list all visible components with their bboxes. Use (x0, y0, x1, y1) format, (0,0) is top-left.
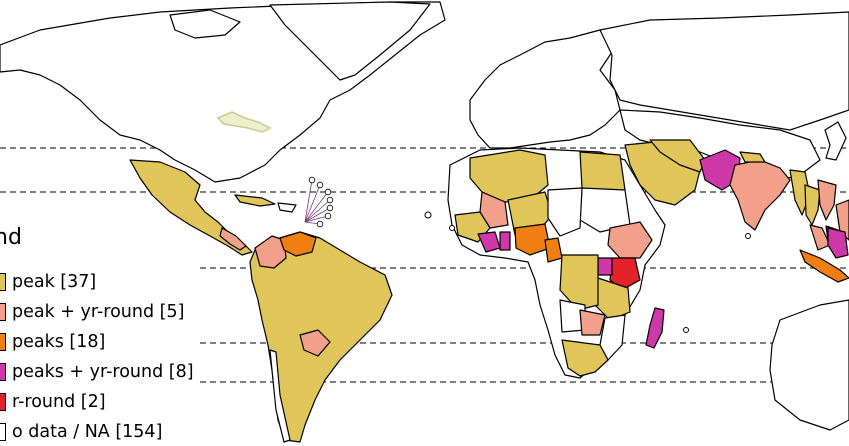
australia (769, 299, 849, 431)
legend-swatch-yr-round (0, 393, 6, 411)
southern-africa (561, 339, 609, 377)
indian-ocean-island-1 (683, 327, 689, 333)
legend-label-two-peaks: peaks [18] (12, 332, 106, 352)
cape-verde-island (449, 225, 455, 231)
legend-label-one-peak-yr-round: peak + yr-round [5] (12, 302, 185, 322)
colombia (254, 235, 287, 269)
hispaniola (277, 202, 297, 213)
lesser-antilles-callouts (304, 176, 334, 228)
paraguay (299, 329, 331, 357)
legend-swatch-two-peaks (0, 333, 6, 351)
chad (547, 187, 583, 237)
central-america-pink (219, 227, 247, 251)
legend-label-two-peaks-yr-round: peaks + yr-round [8] (12, 362, 194, 382)
nigeria (514, 223, 551, 256)
legend-swatch-one-peak (0, 273, 6, 291)
legend-item-two-peaks-yr-round: peaks + yr-round [8] (0, 362, 194, 382)
legend-item-no-data: o data / NA [154] (0, 422, 162, 442)
legend-swatch-no-data (0, 423, 6, 441)
legend-swatch-two-peaks-yr-round (0, 363, 6, 381)
legend-title: nd (0, 225, 22, 250)
philippines (835, 199, 849, 241)
caribbean-islands (234, 194, 276, 207)
uganda (597, 257, 613, 276)
vietnam-laos (817, 179, 837, 221)
zambia (579, 309, 606, 336)
india (729, 159, 791, 231)
mauritania (479, 191, 509, 229)
europe (469, 29, 621, 149)
atlantic-island (424, 211, 432, 219)
indonesia (799, 249, 849, 283)
legend-item-two-peaks: peaks [18] (0, 332, 105, 352)
borneo (827, 227, 849, 259)
madagascar (645, 307, 665, 349)
legend-label-yr-round: r-round [2] (12, 392, 106, 412)
indian-ocean-island-2 (745, 233, 751, 239)
russia (599, 11, 849, 131)
legend-item-one-peak: peak [37] (0, 272, 96, 292)
chile-strip (269, 349, 291, 443)
thailand (804, 184, 821, 226)
ethiopia (607, 221, 653, 259)
legend-item-yr-round: r-round [2] (0, 392, 106, 412)
great-lakes (216, 111, 272, 133)
ghana (499, 231, 511, 251)
legend-item-one-peak-yr-round: peak + yr-round [5] (0, 302, 184, 322)
legend-label-one-peak: peak [37] (12, 272, 97, 292)
legend-label-no-data: o data / NA [154] (12, 422, 163, 442)
greenland (269, 1, 431, 81)
legend-swatch-one-peak-yr-round (0, 303, 6, 321)
drc (559, 254, 599, 311)
mozambique (599, 314, 626, 361)
nepal (739, 151, 766, 163)
venezuela (279, 231, 317, 257)
iran (649, 139, 706, 173)
japan (824, 121, 847, 161)
arctic-islands (169, 9, 241, 39)
kenya (609, 257, 641, 291)
